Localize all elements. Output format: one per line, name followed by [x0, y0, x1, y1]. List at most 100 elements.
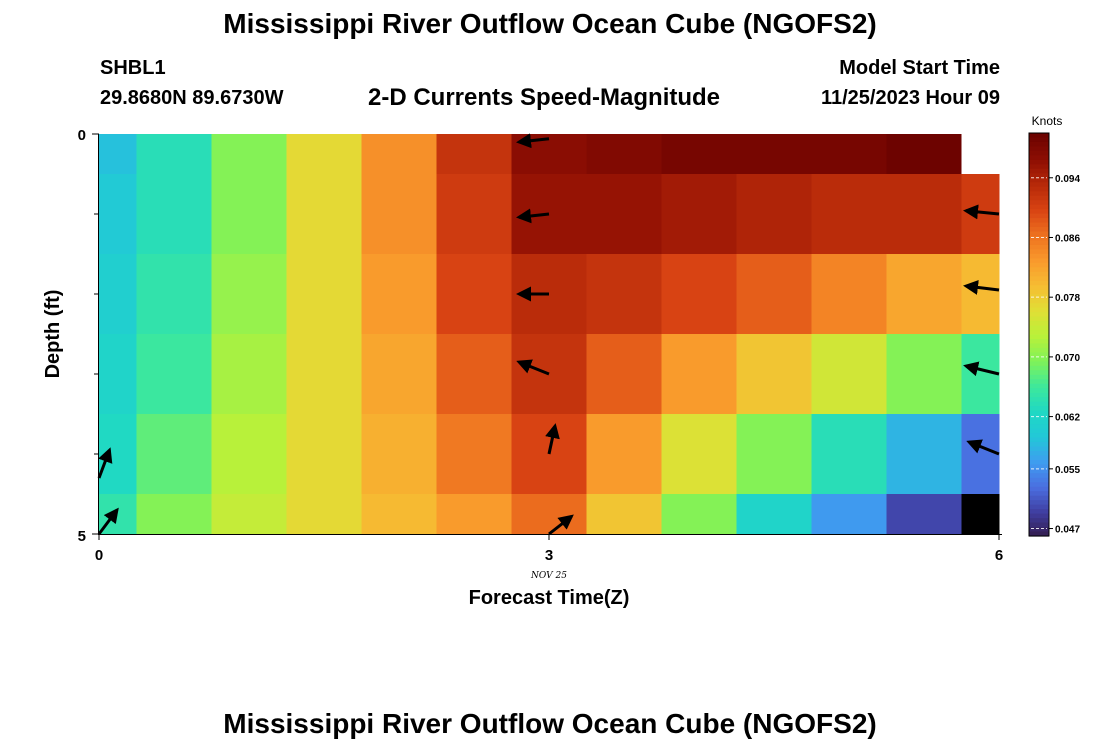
- heatmap-cell: [886, 254, 962, 335]
- colorbar-segment: [1029, 289, 1049, 295]
- colorbar-segment: [1029, 262, 1049, 268]
- colorbar-segment: [1029, 204, 1049, 210]
- y-axis-title: Depth (ft): [42, 290, 64, 379]
- heatmap-cell: [886, 134, 962, 175]
- colorbar-segment: [1029, 343, 1049, 349]
- station-coordinates: 29.8680N 89.6730W: [100, 87, 284, 109]
- colorbar-segment: [1029, 392, 1049, 398]
- colorbar-segment: [1029, 231, 1049, 237]
- colorbar-segment: [1029, 186, 1049, 192]
- colorbar-segment: [1029, 388, 1049, 394]
- heatmap-cell: [661, 174, 737, 255]
- heatmap-cell: [811, 254, 887, 335]
- colorbar-segment: [1029, 527, 1049, 533]
- colorbar-segment: [1029, 173, 1049, 179]
- heatmap-cell: [736, 494, 812, 535]
- current-vector-arrow: [545, 423, 560, 455]
- current-vector-arrow: [97, 507, 119, 535]
- heatmap-cell: [811, 174, 887, 255]
- heatmap-cell: [736, 334, 812, 415]
- station-id: SHBL1: [100, 57, 166, 79]
- colorbar-segment: [1029, 374, 1049, 380]
- current-vector-arrow: [548, 514, 574, 536]
- colorbar-frame: [1028, 132, 1050, 537]
- colorbar-segment: [1029, 495, 1049, 501]
- colorbar-segment: [1029, 464, 1049, 470]
- colorbar-segment: [1029, 397, 1049, 403]
- heatmap-cell: [661, 254, 737, 335]
- colorbar-segment: [1029, 240, 1049, 246]
- colorbar-segment: [1029, 321, 1049, 327]
- colorbar-segment: [1029, 347, 1049, 354]
- colorbar-segment: [1029, 213, 1049, 219]
- colorbar-segment: [1029, 477, 1049, 483]
- colorbar-segment: [1029, 150, 1049, 156]
- colorbar-segment: [1029, 267, 1049, 273]
- heatmap-cell: [361, 134, 437, 175]
- current-vector-arrow: [516, 208, 550, 224]
- colorbar-segment: [1029, 513, 1049, 519]
- heatmap-cell: [961, 494, 1000, 535]
- heatmap-cell: [661, 334, 737, 415]
- colorbar-segment: [1029, 191, 1049, 197]
- colorbar-segment: [1029, 504, 1049, 510]
- colorbar-segment: [1029, 159, 1049, 165]
- current-vector-arrow: [966, 439, 1000, 456]
- heatmap-cell: [436, 134, 512, 175]
- colorbar-segment: [1029, 406, 1049, 412]
- heatmap-cell: [436, 334, 512, 415]
- page-title: Mississippi River Outflow Ocean Cube (NG…: [223, 8, 877, 39]
- heatmap-cell: [211, 174, 287, 255]
- colorbar-segment: [1029, 253, 1049, 259]
- heatmap-cell: [961, 414, 1000, 495]
- current-vector-arrow: [97, 447, 113, 479]
- heatmap-cell: [136, 494, 212, 535]
- heatmap-cell: [586, 174, 662, 255]
- heatmap-cell: [286, 414, 362, 495]
- y-tick-5: 5: [78, 528, 86, 545]
- colorbar-segment: [1029, 486, 1049, 492]
- colorbar-segment: [1029, 285, 1049, 291]
- heatmap-cell: [661, 414, 737, 495]
- x-axis-title: Forecast Time(Z): [469, 587, 630, 609]
- colorbar-segment: [1029, 334, 1049, 340]
- colorbar-segment: [1029, 531, 1049, 537]
- colorbar-segment: [1029, 468, 1049, 474]
- heatmap-cell: [511, 494, 587, 535]
- heatmap-cell: [211, 134, 287, 175]
- colorbar-segment: [1029, 146, 1049, 152]
- colorbar-segment: [1029, 137, 1049, 143]
- colorbar-segment: [1029, 133, 1049, 139]
- colorbar-segment: [1029, 312, 1049, 318]
- colorbar-segment: [1029, 473, 1049, 479]
- heatmap-cell: [211, 334, 287, 415]
- colorbar-segment: [1029, 522, 1049, 528]
- heatmap-cell: [136, 334, 212, 415]
- colorbar-segment: [1029, 419, 1049, 425]
- heatmap-cell: [136, 174, 212, 255]
- heatmap-cell: [511, 174, 587, 255]
- colorbar-tick-label: 0.078: [1055, 293, 1080, 304]
- heatmap-cell: [436, 414, 512, 495]
- colorbar-segment: [1029, 509, 1049, 515]
- colorbar-segment: [1029, 276, 1049, 282]
- heatmap-cell: [361, 334, 437, 415]
- colorbar-segment: [1029, 433, 1049, 439]
- y-tick-0: 0: [78, 127, 86, 144]
- heatmap-cell: [286, 134, 362, 175]
- heatmap-cell: [886, 174, 962, 255]
- current-vectors: [97, 133, 1000, 536]
- heatmap-cell: [136, 414, 212, 495]
- colorbar-segment: [1029, 316, 1049, 322]
- heatmap-cell: [736, 174, 812, 255]
- colorbar-segment: [1029, 424, 1049, 430]
- heatmap-cell: [736, 134, 812, 175]
- heatmap-cell: [211, 414, 287, 495]
- heatmap-cell: [99, 414, 137, 495]
- colorbar-tick-label: 0.086: [1055, 233, 1080, 244]
- colorbar-tick-label: 0.047: [1055, 525, 1080, 536]
- model-start-label: Model Start Time: [839, 57, 1000, 79]
- colorbar-segment: [1029, 209, 1049, 215]
- heatmap-cell: [586, 414, 662, 495]
